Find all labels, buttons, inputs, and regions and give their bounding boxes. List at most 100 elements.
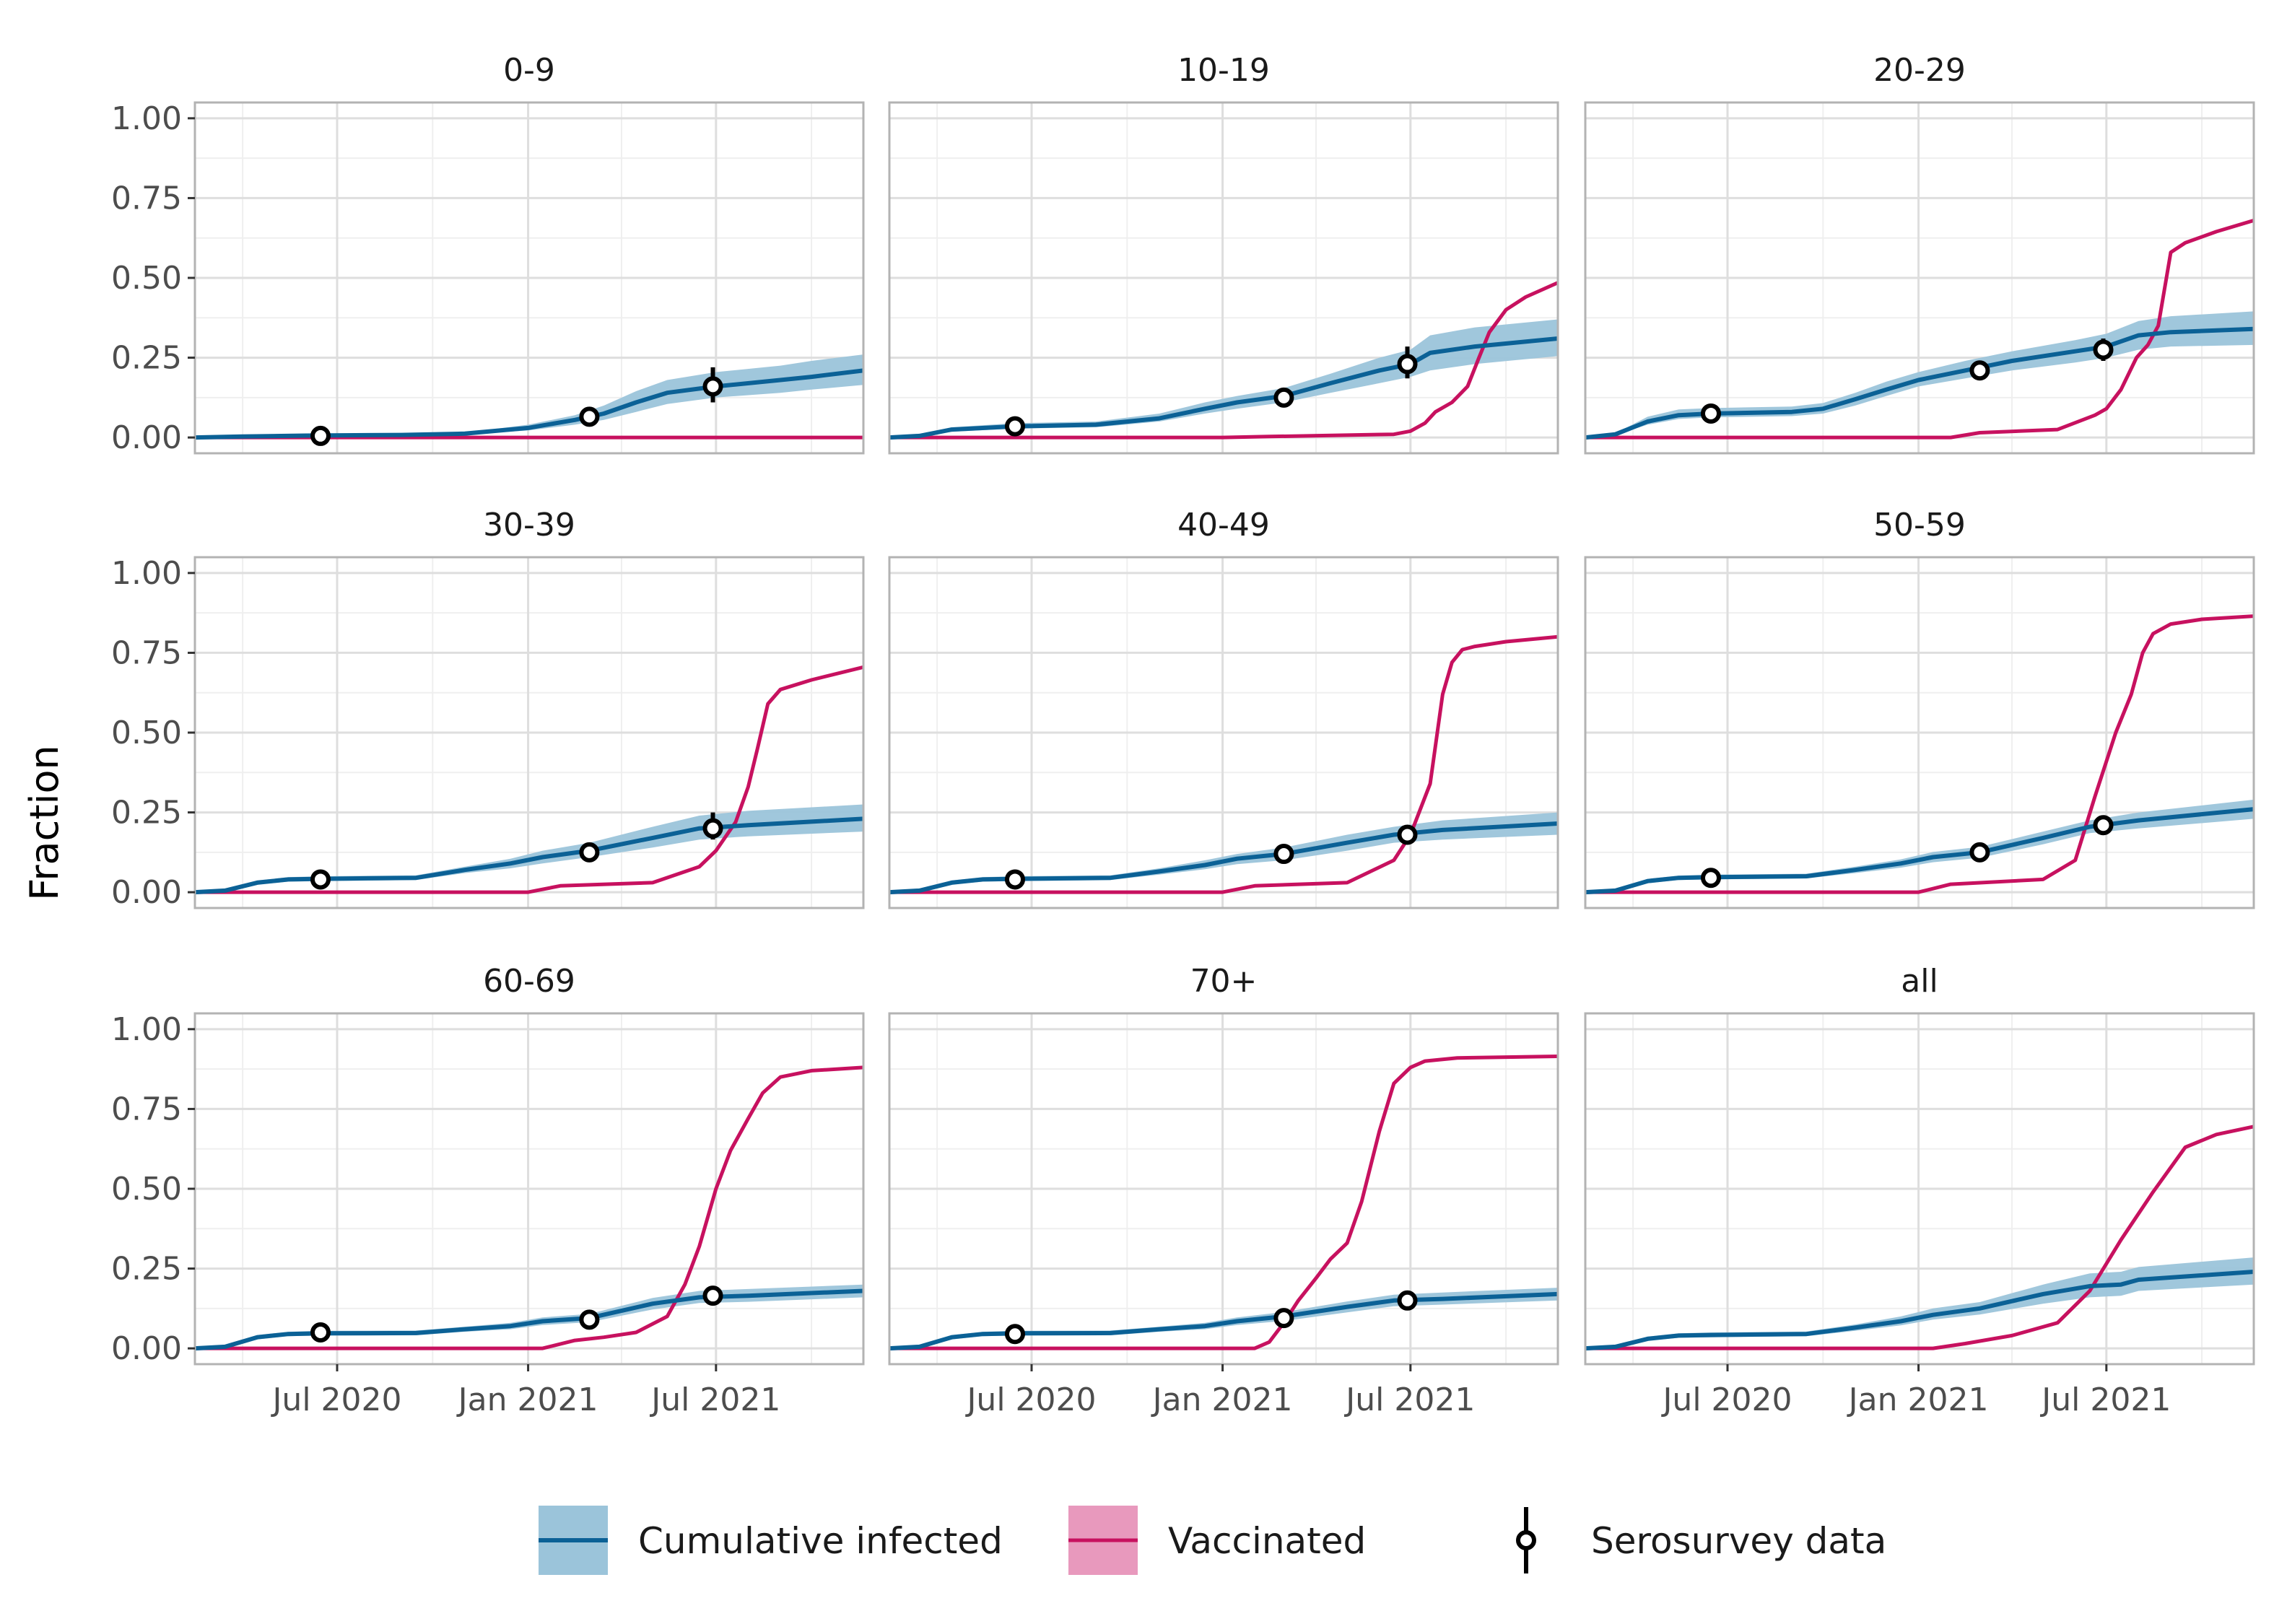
plot-area: [195, 665, 863, 895]
legend-label-serosurvey: Serosurvey data: [1591, 1520, 1886, 1562]
infected-ci-band: [889, 812, 1558, 893]
x-tick-label: Jan 2021: [1151, 1381, 1293, 1418]
plot-area: [889, 281, 1558, 440]
y-tick-label: 0.50: [111, 1171, 182, 1208]
x-tick-label: Jul 2021: [2039, 1381, 2171, 1418]
serosurvey-point: [579, 406, 600, 427]
legend: Cumulative infected Vaccinated Serosurvey …: [539, 1506, 1886, 1575]
vaccinated-line: [889, 281, 1558, 440]
x-tick-label: Jul 2020: [270, 1381, 401, 1418]
panel-title: 40-49: [1177, 507, 1270, 543]
serosurvey-marker: [1273, 1308, 1294, 1329]
vaccinated-line: [1585, 219, 2254, 440]
infected-ci-band: [195, 804, 863, 893]
y-tick-label: 1.00: [111, 1011, 182, 1048]
y-tick-label: 1.00: [111, 555, 182, 592]
serosurvey-point: [1273, 844, 1294, 865]
panel-60-69: 60-69 0.00 0.25 0.50 0.75 1.00 Jul 2020 Jan 202…: [111, 963, 865, 1418]
facet-panels: 0-9 0.00 0.25 0.50 0.75 1.00 10-19 20-29 30-39 0.…: [111, 52, 2255, 1418]
serosurvey-marker: [1273, 387, 1294, 408]
infected-line: [1585, 1270, 2254, 1351]
y-tick-label: 0.50: [111, 715, 182, 751]
serosurvey-marker: [579, 842, 600, 863]
panel-50-59: 50-59: [1584, 507, 2255, 909]
plot-area: [889, 634, 1558, 895]
panel-border: [888, 556, 1559, 909]
infected-line: [889, 1291, 1558, 1351]
serosurvey-point: [1004, 869, 1025, 890]
legend-key-serosurvey-marker: [1516, 1530, 1536, 1550]
vaccinated-line: [889, 634, 1558, 894]
plot-area: [889, 1055, 1558, 1351]
panel-border: [1584, 556, 2255, 909]
infected-line: [195, 1288, 863, 1351]
vaccinated-line: [195, 665, 863, 894]
infected-line: [1585, 807, 2254, 895]
panel-70+: 70+ Jul 2020 Jan 2021 Jul 2021: [888, 963, 1559, 1418]
panel-title: 30-39: [483, 507, 575, 543]
serosurvey-point: [579, 1309, 600, 1330]
serosurvey-point: [310, 869, 331, 890]
infected-line: [889, 336, 1558, 440]
x-tick-label: Jan 2021: [456, 1381, 598, 1418]
panel-title: 0-9: [503, 52, 555, 89]
serosurvey-point: [1273, 387, 1294, 408]
panel-40-49: 40-49: [888, 507, 1559, 909]
y-tick-label: 0.75: [111, 180, 182, 217]
serosurvey-point: [1700, 868, 1721, 889]
grid: [1585, 102, 2254, 453]
grid: [1585, 1013, 2254, 1364]
serosurvey-marker: [2093, 339, 2114, 360]
plot-area: [1585, 1125, 2254, 1351]
serosurvey-marker: [1273, 844, 1294, 865]
serosurvey-point: [2093, 815, 2114, 836]
y-tick-label: 0.25: [111, 1251, 182, 1288]
panel-border: [1584, 101, 2255, 455]
y-tick-label: 0.00: [111, 1330, 182, 1367]
serosurvey-point: [1969, 842, 1990, 863]
serosurvey-marker: [1969, 360, 1990, 381]
panel-title: 10-19: [1177, 52, 1270, 89]
infected-line: [889, 821, 1558, 895]
serosurvey-marker: [702, 376, 723, 397]
serosurvey-point: [1397, 824, 1418, 845]
y-tick-label: 0.25: [111, 795, 182, 831]
serosurvey-marker: [1397, 1290, 1418, 1311]
y-tick-label: 0.25: [111, 340, 182, 377]
panel-20-29: 20-29: [1584, 52, 2255, 455]
panel-title: all: [1901, 963, 1938, 1000]
infected-line: [195, 816, 863, 895]
serosurvey-marker: [579, 1309, 600, 1330]
plot-area: [1585, 614, 2254, 895]
serosurvey-marker: [1004, 869, 1025, 890]
legend-label-infected: Cumulative infected: [638, 1520, 1003, 1562]
serosurvey-point: [310, 425, 331, 446]
panel-title: 60-69: [483, 963, 575, 1000]
serosurvey-point: [1397, 346, 1418, 379]
serosurvey-marker: [1700, 868, 1721, 889]
serosurvey-marker: [1004, 416, 1025, 437]
y-tick-label: 0.75: [111, 1091, 182, 1127]
serosurvey-marker: [310, 869, 331, 890]
legend-label-vaccinated: Vaccinated: [1168, 1520, 1366, 1562]
x-tick-label: Jan 2021: [1847, 1381, 1989, 1418]
x-tick-label: Jul 2021: [1343, 1381, 1475, 1418]
infected-line: [1585, 326, 2254, 440]
panel-30-39: 30-39 0.00 0.25 0.50 0.75 1.00: [111, 507, 865, 911]
panel-border: [888, 101, 1559, 455]
serosurvey-marker: [702, 818, 723, 839]
y-tick-label: 0.00: [111, 419, 182, 456]
serosurvey-marker: [1969, 842, 1990, 863]
y-tick-label: 0.00: [111, 874, 182, 911]
plot-area: [195, 354, 863, 446]
infected-ci-band: [1585, 1257, 2254, 1349]
grid: [889, 102, 1558, 453]
serosurvey-point: [1273, 1308, 1294, 1329]
x-tick-label: Jul 2020: [1660, 1381, 1792, 1418]
vaccinated-line: [889, 1055, 1558, 1350]
panel-all: all Jul 2020 Jan 2021 Jul 2021: [1584, 963, 2255, 1418]
vaccinated-line: [1585, 1125, 2254, 1350]
grid: [889, 557, 1558, 908]
panel-title: 20-29: [1873, 52, 1966, 89]
